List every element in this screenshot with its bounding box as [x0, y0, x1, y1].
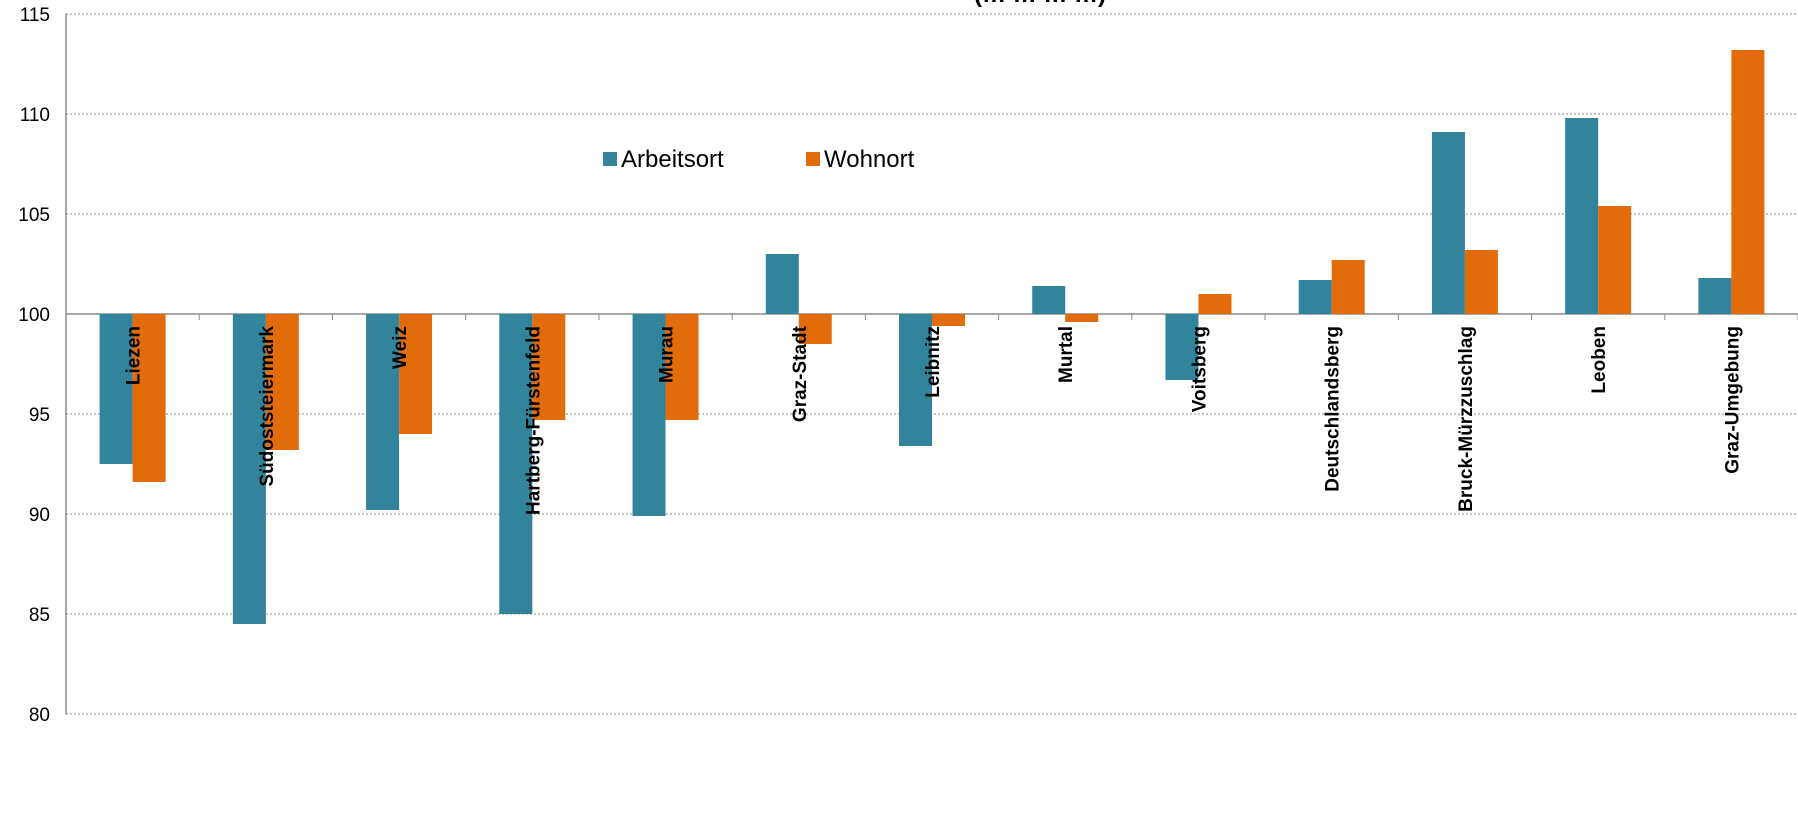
bars [99, 50, 1765, 624]
category-labels: Liezen Südoststeiermark Weiz Hartberg-Fürst… [124, 325, 1744, 515]
category-label: Liezen [124, 326, 145, 385]
y-tick-label: 100 [18, 305, 50, 326]
category-label: Hartberg-Fürstenfeld [523, 326, 544, 515]
legend-swatch-wohnort [806, 152, 820, 166]
bar-arbeitsort [1565, 118, 1599, 314]
bar-arbeitsort [232, 314, 266, 624]
bar-wohnort [1464, 250, 1498, 314]
chart-title: (… … … …) [974, 0, 1106, 8]
bar-wohnort [1198, 294, 1232, 314]
bar-wohnort [532, 314, 566, 420]
category-label: Bruck-Mürzzuschlag [1456, 326, 1477, 512]
legend-label-wohnort: Wohnort [824, 146, 915, 173]
bar-arbeitsort [899, 314, 932, 446]
category-label: Leoben [1589, 326, 1610, 394]
category-label: Deutschlandsberg [1323, 326, 1344, 492]
bar-arbeitsort [632, 314, 666, 516]
bar-wohnort [1598, 206, 1632, 314]
bar-wohnort [1065, 314, 1099, 322]
legend-swatch-arbeitsort [603, 152, 617, 166]
bar-wohnort [798, 314, 832, 344]
category-label: Voitsberg [1189, 326, 1210, 412]
category-label: Südoststeiermark [257, 326, 278, 487]
bar-wohnort [399, 314, 433, 434]
bar-arbeitsort [1165, 314, 1199, 380]
y-tick-label: 115 [20, 5, 50, 26]
category-label: Murtal [1056, 326, 1077, 383]
bar-arbeitsort [1298, 280, 1332, 314]
y-tick-label: 85 [29, 605, 50, 626]
legend-label-arbeitsort: Arbeitsort [621, 146, 724, 173]
y-tick-label: 105 [18, 205, 50, 226]
category-label: Graz-Umgebung [1722, 326, 1743, 474]
legend: Arbeitsort Wohnort [603, 146, 915, 173]
bar-arbeitsort [366, 314, 400, 510]
bar-arbeitsort [99, 314, 133, 464]
bar-arbeitsort [1032, 286, 1066, 314]
bar-wohnort [932, 314, 965, 326]
y-tick-label: 95 [29, 405, 50, 426]
bar-wohnort [665, 314, 699, 420]
bar-wohnort [132, 314, 166, 482]
category-label: Leibnitz [923, 326, 944, 398]
bar-wohnort [265, 314, 299, 450]
bar-wohnort [1731, 50, 1765, 314]
bar-arbeitsort [1431, 132, 1465, 314]
bar-arbeitsort [499, 314, 533, 614]
bar-wohnort [1331, 260, 1365, 314]
category-label: Murau [657, 326, 678, 383]
bar-arbeitsort [765, 254, 799, 314]
y-tick-label: 80 [29, 705, 50, 726]
y-tick-label: 110 [20, 105, 50, 126]
bar-arbeitsort [1698, 278, 1732, 314]
y-tick-label: 90 [29, 505, 50, 526]
category-label: Weiz [390, 326, 411, 369]
category-label: Graz-Stadt [790, 325, 811, 422]
